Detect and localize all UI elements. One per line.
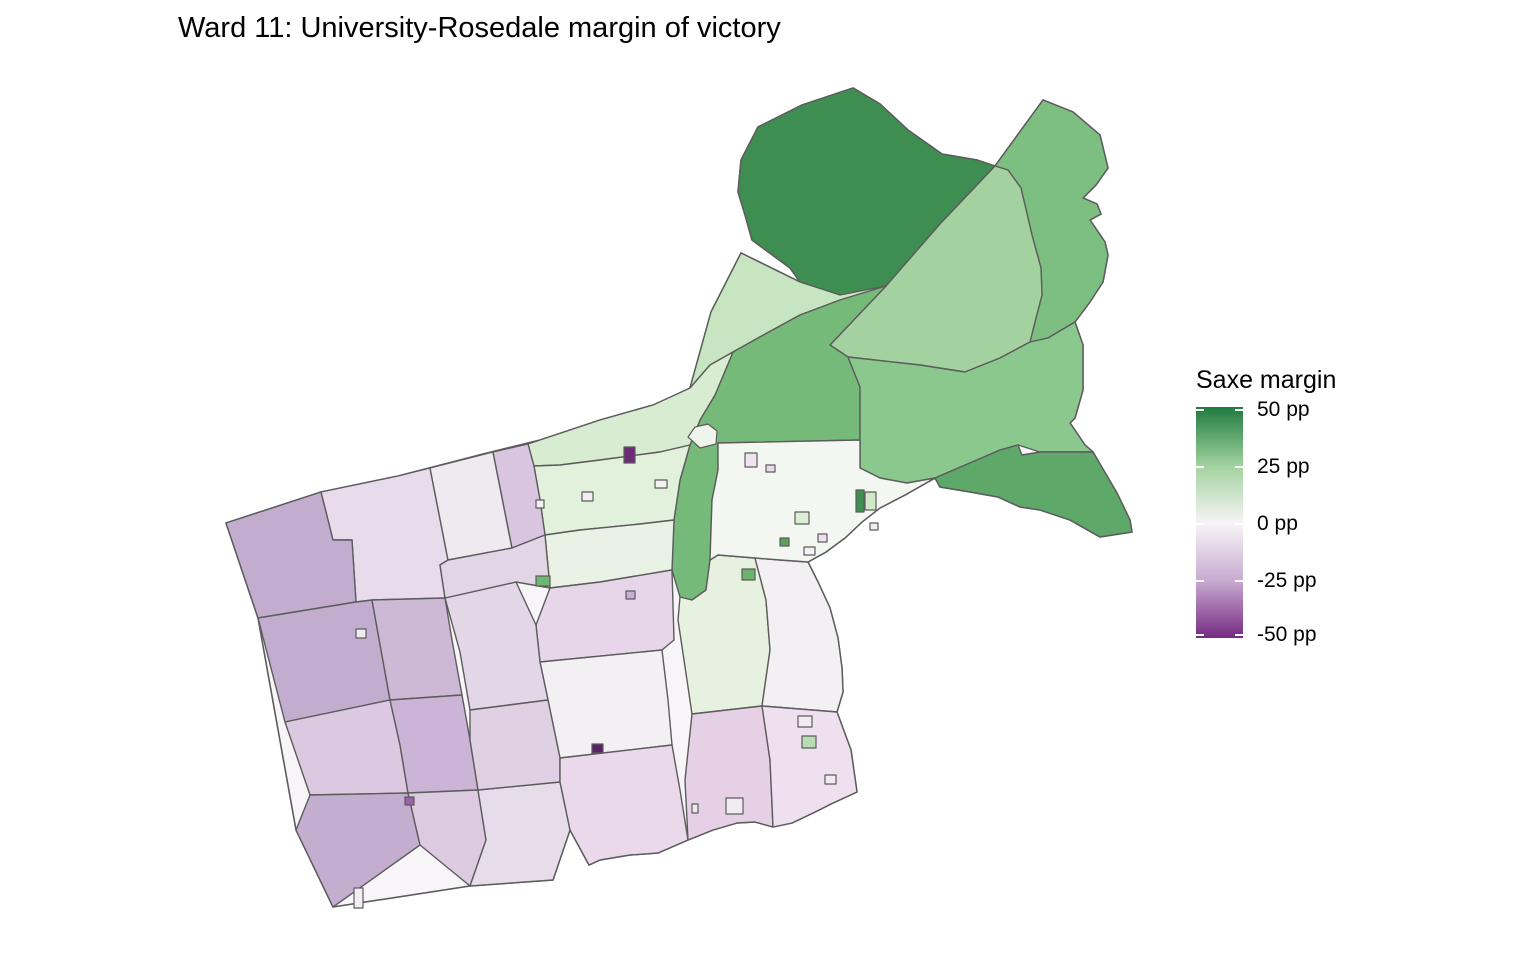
parcel-dark-green-bar [855, 489, 865, 513]
legend-label-25: 25 pp [1257, 455, 1310, 478]
parcel-white-sq4 [355, 628, 367, 639]
parcel-light-green-sq [794, 511, 810, 525]
parcel-se-green-sq [801, 735, 817, 749]
parcel-small-purple [625, 590, 636, 600]
legend-tick-25-left [1196, 466, 1204, 468]
legend-label--50: -50 pp [1257, 623, 1317, 646]
parcel-white-slot [353, 887, 364, 909]
parcel-white-sq6 [869, 522, 879, 531]
legend-tick--50-left [1196, 634, 1204, 636]
parcel-pink-sq3 [817, 533, 828, 543]
region-sw-corner [295, 792, 421, 908]
legend-body: 50 pp 25 pp 0 pp -25 pp -50 pp [1196, 398, 1336, 646]
legend-tick-0-left [1196, 523, 1204, 525]
legend-tick--25-left [1196, 580, 1204, 582]
legend-label-0: 0 pp [1257, 512, 1298, 535]
region-mid-left-block [439, 534, 551, 599]
parcel-pink-sq2 [765, 464, 776, 473]
region-left-mid-lavender [444, 581, 549, 711]
legend: Saxe margin 50 pp 25 pp 0 pp -25 pp -50 pp [1196, 366, 1337, 646]
legend-label-50: 50 pp [1257, 398, 1310, 421]
parcel-dark-purple-centre [591, 743, 604, 754]
parcel-dark-purple-annex [623, 446, 636, 464]
legend-tick-50-right [1235, 409, 1243, 411]
legend-tick-0-right [1235, 523, 1243, 525]
parcel-white-sq1 [581, 491, 594, 502]
parcel-green-mark [535, 575, 551, 587]
region-south-pink [559, 744, 689, 866]
parcel-light-green-bar [864, 491, 877, 511]
legend-tick--50-right [1235, 634, 1243, 636]
region-se-pink-left [684, 705, 774, 841]
parcel-dark-green-sq [779, 537, 790, 547]
region-east-white-col [754, 557, 844, 713]
parcel-se-white-big [725, 797, 744, 815]
region-mid-col-purple [371, 597, 463, 701]
legend-title: Saxe margin [1196, 366, 1337, 394]
parcel-white-sq2 [535, 499, 545, 509]
parcel-white-sq5 [803, 546, 816, 556]
region-mid-pink [469, 699, 561, 791]
parcel-se-white-sq [824, 774, 837, 785]
parcel-se-white-rect [797, 715, 813, 728]
legend-tick--25-right [1235, 580, 1243, 582]
parcel-se-tiny [691, 803, 699, 814]
legend-tick-50-left [1196, 409, 1204, 411]
parcel-white-pentagon [687, 423, 718, 449]
legend-tick-25-right [1235, 466, 1243, 468]
region-se-pink-right [761, 705, 858, 828]
legend-colorbar [1196, 407, 1243, 638]
legend-label--25: -25 pp [1257, 569, 1317, 592]
plot-title: Ward 11: University-Rosedale margin of v… [178, 12, 781, 44]
parcel-white-sq3 [654, 479, 668, 489]
region-centre-white-block [539, 649, 673, 759]
region-bottom-col2 [469, 781, 571, 887]
region-se-peninsula [934, 444, 1133, 538]
parcel-green-sq [741, 568, 756, 581]
parcel-small-purple2 [404, 796, 415, 806]
parcel-pink-sq1 [744, 452, 758, 468]
